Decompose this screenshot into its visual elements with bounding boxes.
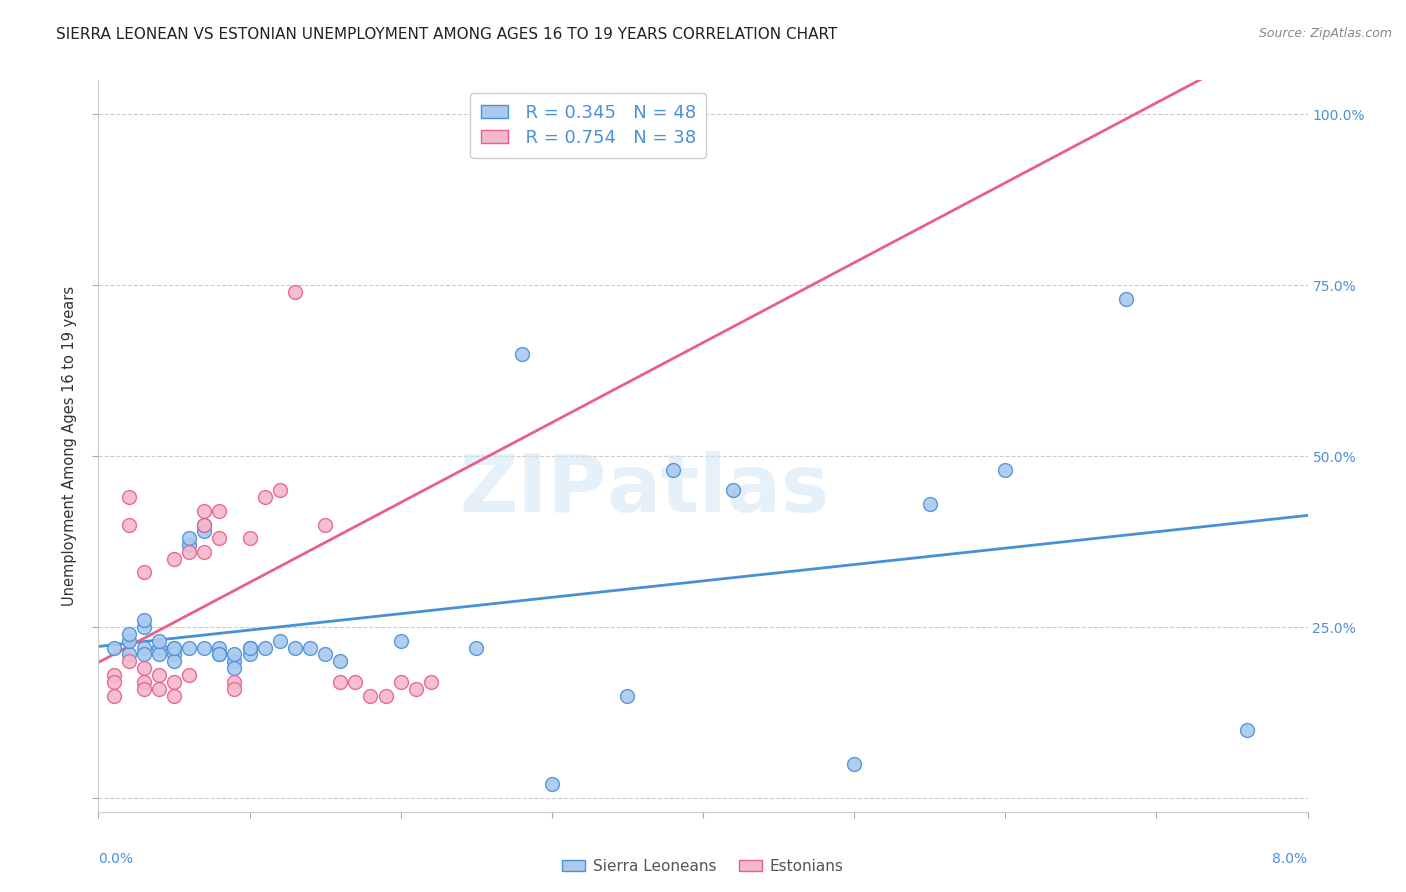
Point <box>163 654 186 668</box>
Point <box>510 107 533 121</box>
Text: 8.0%: 8.0% <box>1272 852 1308 866</box>
Point <box>179 545 201 559</box>
Text: 0.0%: 0.0% <box>98 852 134 866</box>
Point <box>405 681 427 696</box>
Point <box>224 654 246 668</box>
Point <box>239 640 262 655</box>
Point <box>420 674 443 689</box>
Point <box>329 674 352 689</box>
Point <box>253 490 276 504</box>
Point <box>208 640 231 655</box>
Point <box>179 538 201 552</box>
Point <box>179 640 201 655</box>
Legend:   R = 0.345   N = 48,   R = 0.754   N = 38: R = 0.345 N = 48, R = 0.754 N = 38 <box>470 93 706 158</box>
Point <box>844 756 866 771</box>
Point <box>103 689 125 703</box>
Point <box>374 689 396 703</box>
Point <box>193 640 215 655</box>
Point <box>224 661 246 675</box>
Point <box>148 633 170 648</box>
Point <box>193 504 215 518</box>
Text: Source: ZipAtlas.com: Source: ZipAtlas.com <box>1258 27 1392 40</box>
Point <box>495 142 517 156</box>
Point <box>269 633 291 648</box>
Point <box>132 681 155 696</box>
Point <box>239 640 262 655</box>
Point <box>103 640 125 655</box>
Point <box>253 640 276 655</box>
Point <box>163 551 186 566</box>
Point <box>179 668 201 682</box>
Point <box>314 648 336 662</box>
Point <box>299 640 322 655</box>
Point <box>148 648 170 662</box>
Point <box>239 531 262 545</box>
Point <box>208 504 231 518</box>
Point <box>118 517 141 532</box>
Point <box>465 640 488 655</box>
Point <box>148 681 170 696</box>
Text: ZIP: ZIP <box>458 450 606 529</box>
Point <box>616 689 638 703</box>
Point <box>132 661 155 675</box>
Point <box>389 633 412 648</box>
Point <box>344 674 367 689</box>
Point <box>918 497 941 511</box>
Text: SIERRA LEONEAN VS ESTONIAN UNEMPLOYMENT AMONG AGES 16 TO 19 YEARS CORRELATION CH: SIERRA LEONEAN VS ESTONIAN UNEMPLOYMENT … <box>56 27 838 42</box>
Point <box>118 627 141 641</box>
Point <box>269 483 291 498</box>
Text: atlas: atlas <box>606 450 830 529</box>
Point <box>723 483 745 498</box>
Point <box>208 648 231 662</box>
Point <box>224 674 246 689</box>
Legend: Sierra Leoneans, Estonians: Sierra Leoneans, Estonians <box>557 853 849 880</box>
Point <box>284 285 307 300</box>
Point <box>148 668 170 682</box>
Point <box>314 517 336 532</box>
Point <box>179 531 201 545</box>
Point <box>193 545 215 559</box>
Point <box>163 674 186 689</box>
Point <box>103 674 125 689</box>
Point <box>193 524 215 539</box>
Point <box>360 689 382 703</box>
Point <box>540 777 562 791</box>
Point <box>1236 723 1258 737</box>
Point <box>118 633 141 648</box>
Point <box>118 654 141 668</box>
Point <box>148 640 170 655</box>
Point <box>193 517 215 532</box>
Point <box>118 490 141 504</box>
Point <box>329 654 352 668</box>
Point <box>163 640 186 655</box>
Point <box>132 566 155 580</box>
Point <box>132 620 155 634</box>
Point <box>163 689 186 703</box>
Point <box>132 640 155 655</box>
Point <box>193 517 215 532</box>
Point <box>132 674 155 689</box>
Point <box>661 463 683 477</box>
Point <box>118 648 141 662</box>
Point <box>208 648 231 662</box>
Point <box>389 674 412 689</box>
Point <box>132 648 155 662</box>
Point <box>510 347 533 361</box>
Point <box>163 640 186 655</box>
Point <box>224 648 246 662</box>
Point <box>1115 292 1137 306</box>
Point <box>239 648 262 662</box>
Point <box>163 648 186 662</box>
Point <box>224 681 246 696</box>
Point <box>994 463 1017 477</box>
Point <box>103 668 125 682</box>
Point <box>132 613 155 627</box>
Y-axis label: Unemployment Among Ages 16 to 19 years: Unemployment Among Ages 16 to 19 years <box>62 286 77 606</box>
Point <box>284 640 307 655</box>
Point <box>208 531 231 545</box>
